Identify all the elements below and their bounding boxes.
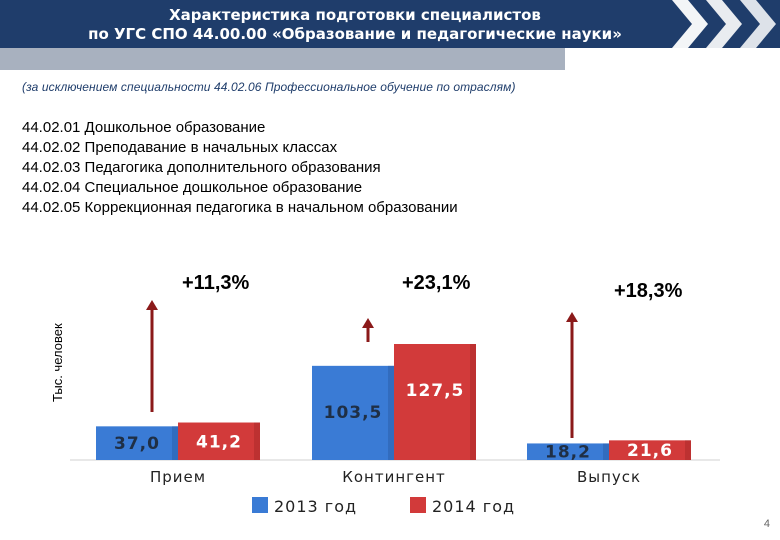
legend-swatch [410, 497, 426, 513]
page-number: 4 [763, 518, 770, 530]
header-bar [0, 0, 780, 48]
data-label: 41,2 [196, 432, 242, 452]
growth-arrow-head [146, 300, 158, 310]
growth-label: +11,3% [182, 272, 250, 294]
bar [527, 443, 609, 460]
data-label: 18,2 [545, 443, 591, 463]
exclusion-note: (за исключением специальности 44.02.06 П… [22, 80, 516, 94]
bar-shade [254, 422, 260, 460]
specialty-item: 44.02.03 Педагогика дополнительного обра… [22, 159, 381, 176]
data-label: 127,5 [406, 381, 465, 401]
chevron-decoration-icon [672, 0, 776, 48]
category-label: Прием [150, 468, 206, 486]
specialty-item: 44.02.05 Коррекционная педагогика в нача… [22, 199, 458, 216]
bar-shade [470, 344, 476, 460]
bar-shade [603, 443, 609, 460]
category-label: Выпуск [577, 468, 641, 486]
page-title-line2: по УГС СПО 44.00.00 «Образование и педаг… [88, 25, 622, 43]
category-label: Контингент [342, 468, 446, 486]
legend-label: 2013 год [274, 497, 357, 516]
specialty-item: 44.02.04 Специальное дошкольное образова… [22, 179, 363, 196]
page-title-line1: Характеристика подготовки специалистов [169, 6, 541, 24]
growth-label: +23,1% [402, 272, 471, 294]
legend-swatch [252, 497, 268, 513]
specialty-list: 44.02.01 Дошкольное образование 44.02.02… [22, 118, 458, 218]
subheader-bar [0, 48, 565, 70]
bar [609, 440, 691, 460]
bar [312, 365, 394, 460]
bar [394, 344, 476, 460]
bar [96, 426, 178, 460]
growth-arrow-head [566, 312, 578, 322]
specialty-item: 44.02.02 Преподавание в начальных класса… [22, 139, 338, 156]
data-label: 103,5 [324, 403, 383, 423]
legend-label: 2014 год [432, 497, 515, 516]
data-label: 21,6 [627, 441, 673, 461]
bar-shade [172, 426, 178, 460]
growth-label: +18,3% [614, 280, 683, 302]
page-title: Характеристика подготовки специалистов п… [60, 6, 650, 44]
bar-shade [685, 440, 691, 460]
growth-arrow-head [362, 318, 374, 328]
specialty-item: 44.02.01 Дошкольное образование [22, 119, 266, 136]
bar [178, 422, 260, 460]
bar-shade [388, 365, 394, 460]
data-label: 37,0 [114, 434, 160, 454]
